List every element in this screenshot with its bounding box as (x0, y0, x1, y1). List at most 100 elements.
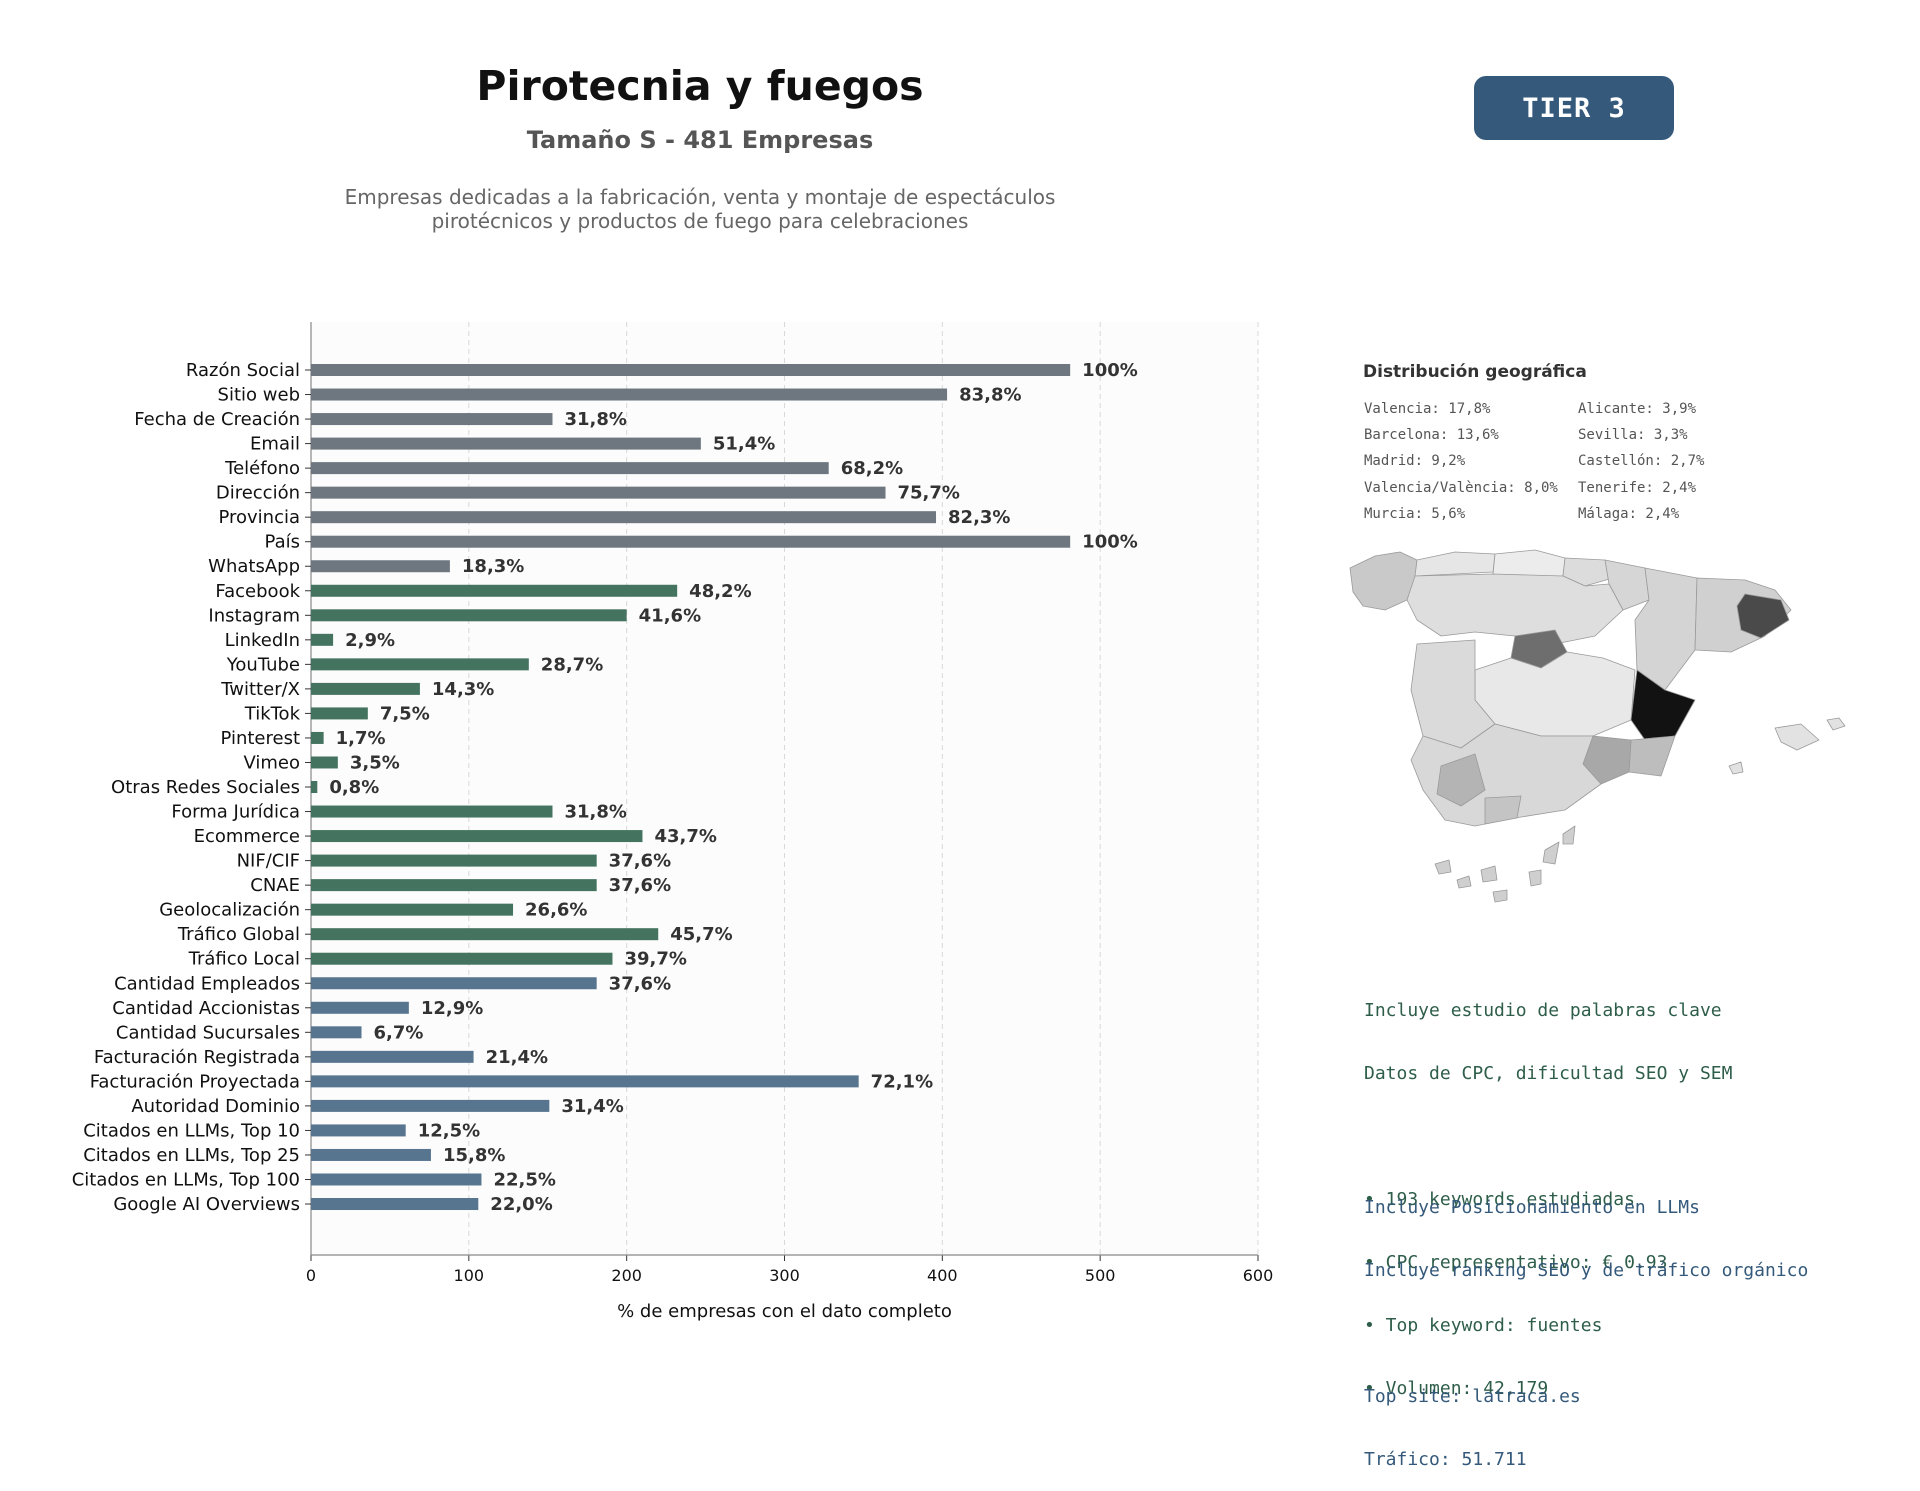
bar (311, 707, 368, 720)
category-label: Pinterest (220, 728, 300, 749)
bar (311, 1050, 474, 1063)
bar (311, 903, 514, 916)
category-label: Tráfico Local (188, 949, 300, 970)
category-label: Facturación Proyectada (90, 1071, 300, 1092)
geo-item: Sevilla: 3,3% (1578, 427, 1688, 443)
llm-line: Incluye Posicionamiento en LLMs (1364, 1197, 1700, 1218)
bar-value-label: 45,7% (670, 924, 732, 945)
map-region-malaga (1484, 795, 1522, 825)
bar-value-label: 43,7% (654, 826, 716, 847)
category-label: Cantidad Accionistas (112, 998, 300, 1019)
bar (311, 633, 334, 646)
bar (311, 486, 886, 499)
x-tick-label: 500 (1085, 1266, 1116, 1285)
bar-value-label: 72,1% (871, 1071, 933, 1092)
bar (311, 364, 1071, 376)
x-tick-label: 600 (1243, 1266, 1274, 1285)
bar (311, 952, 613, 965)
page-subtitle: Tamaño S - 481 Empresas (526, 126, 874, 154)
bar-value-label: 51,4% (713, 434, 775, 455)
bar-value-label: 100% (1082, 360, 1138, 381)
seo-bullet: • Volumen: 42.179 (1364, 1378, 1549, 1399)
map-region-castilla-mancha (1474, 651, 1636, 737)
bar-value-label: 14,3% (432, 679, 494, 700)
category-label: Otras Redes Sociales (111, 777, 300, 798)
category-label: TikTok (244, 703, 301, 724)
category-label: Citados en LLMs, Top 100 (72, 1169, 300, 1190)
traffic: Tráfico: 51.711 (1364, 1449, 1527, 1470)
seo-bullet: • Top keyword: fuentes (1364, 1315, 1603, 1336)
bar (311, 977, 597, 990)
category-label: Teléfono (224, 458, 300, 479)
bar-value-label: 7,5% (380, 703, 430, 724)
category-label: Ecommerce (194, 826, 300, 847)
bar-value-label: 37,6% (609, 875, 671, 896)
bar-value-label: 100% (1082, 532, 1138, 553)
category-label: Google AI Overviews (113, 1194, 300, 1215)
seo-bullet: • 193 keywords estudiadas (1364, 1189, 1635, 1210)
bar (311, 1124, 406, 1137)
seo-bullet: • CPC representativo: € 0.93 (1364, 1252, 1668, 1273)
bar (311, 584, 678, 597)
bar-value-label: 12,9% (421, 998, 483, 1019)
map-region-baleares (1728, 717, 1846, 775)
category-label: Vimeo (243, 752, 300, 773)
category-label: CNAE (250, 875, 300, 896)
category-label: Dirección (216, 483, 300, 504)
bar-value-label: 3,5% (350, 752, 400, 773)
bar (311, 682, 420, 695)
bar (311, 879, 597, 892)
description-line: Empresas dedicadas a la fabricación, ven… (344, 185, 1056, 209)
category-label: WhatsApp (208, 556, 300, 577)
category-label: Forma Jurídica (171, 802, 300, 823)
bar (311, 928, 659, 941)
seo-block: Incluye estudio de palabras clave Datos … (1364, 958, 1732, 1420)
bar (311, 756, 338, 769)
map-region-sevilla (1436, 753, 1486, 807)
bar-value-label: 41,6% (639, 605, 701, 626)
geo-item: Tenerife: 2,4% (1578, 480, 1697, 496)
category-label: Email (250, 434, 300, 455)
geo-item: Alicante: 3,9% (1578, 401, 1697, 417)
category-label: Instagram (208, 605, 300, 626)
category-label: NIF/CIF (237, 851, 300, 872)
bar (311, 560, 450, 573)
map-region-canarias (1434, 825, 1576, 903)
seo-line: Incluye estudio de palabras clave (1364, 1000, 1722, 1021)
bar (311, 658, 529, 671)
bar (311, 437, 701, 450)
bar (311, 1198, 479, 1211)
bar-value-label: 26,6% (525, 900, 587, 921)
map-region-basque (1562, 557, 1614, 587)
bar-value-label: 22,0% (490, 1194, 552, 1215)
bar (311, 830, 643, 843)
geo-item: Murcia: 5,6% (1364, 506, 1466, 522)
x-tick-label: 400 (927, 1266, 958, 1285)
category-label: Sitio web (218, 385, 300, 406)
top-site: Top site: latraca.es (1364, 1386, 1581, 1407)
bar-value-label: 82,3% (948, 507, 1010, 528)
category-label: Twitter/X (220, 679, 300, 700)
bar-value-label: 21,4% (486, 1047, 548, 1068)
bar (311, 413, 553, 426)
page-title: Pirotecnia y fuegos (476, 62, 924, 110)
bar-value-label: 37,6% (609, 851, 671, 872)
bar (311, 781, 318, 794)
map-region-alicante (1628, 735, 1676, 777)
bar (311, 1075, 859, 1088)
bar-value-label: 22,5% (493, 1169, 555, 1190)
sector-description: Empresas dedicadas a la fabricación, ven… (300, 185, 1100, 233)
bar-value-label: 1,7% (336, 728, 386, 749)
bar (311, 805, 553, 818)
category-label: Fecha de Creación (134, 409, 300, 430)
x-tick-label: 300 (769, 1266, 800, 1285)
geo-item: Valencia/València: 8,0% (1364, 480, 1558, 496)
bar (311, 1026, 362, 1039)
category-label: Cantidad Empleados (114, 973, 300, 994)
bar (311, 511, 937, 524)
bar-value-label: 31,8% (564, 802, 626, 823)
bar (311, 1148, 431, 1161)
bar (311, 462, 829, 475)
description-line: pirotécnicos y productos de fuego para c… (431, 209, 969, 233)
category-label: Citados en LLMs, Top 25 (83, 1145, 300, 1166)
